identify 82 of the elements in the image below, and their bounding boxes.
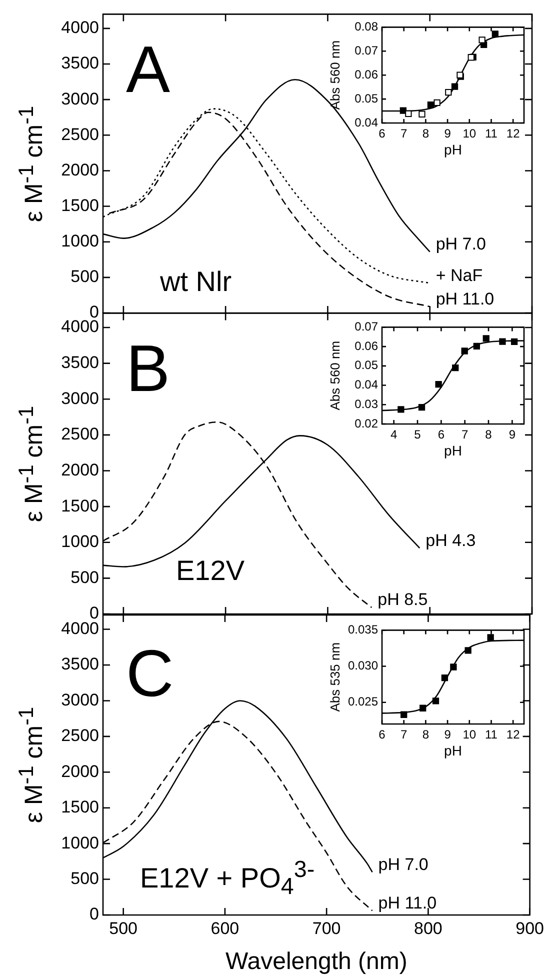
y-tick-label: 0.06 bbox=[354, 67, 378, 82]
y-tick-label: 2500 bbox=[61, 726, 99, 746]
annotation: B bbox=[126, 331, 170, 405]
x-tick-label: 700 bbox=[312, 918, 341, 938]
y-tick-label: 0 bbox=[90, 904, 99, 924]
y-tick-label: 500 bbox=[70, 568, 99, 587]
y-axis-title: Abs 535 nm bbox=[327, 642, 342, 712]
x-tick-label: 900 bbox=[516, 918, 544, 938]
x-axis-title: pH bbox=[444, 742, 462, 758]
y-tick-label: 3000 bbox=[61, 388, 99, 408]
x-tick-label: 8 bbox=[422, 728, 430, 742]
y-tick-label: 2000 bbox=[61, 762, 99, 781]
y-tick-label: 0.08 bbox=[354, 20, 378, 34]
y-tick-label: 3500 bbox=[61, 654, 99, 674]
x-tick-label: 10 bbox=[462, 728, 476, 742]
y-tick-label: 2500 bbox=[61, 424, 99, 444]
y-tick-label: 1500 bbox=[61, 496, 99, 516]
y-axis-title: Abs 560 nm bbox=[327, 340, 342, 410]
x-tick-label: 12 bbox=[506, 126, 520, 141]
x-tick-label: 10 bbox=[462, 126, 476, 141]
x-tick-label: 5 bbox=[414, 428, 422, 442]
y-tick-label: 500 bbox=[70, 868, 99, 888]
x-tick-label: 6 bbox=[438, 428, 445, 442]
series-label: + NaF bbox=[436, 266, 483, 285]
y-tick-label: 0.05 bbox=[354, 358, 378, 372]
series-label: pH 4.3 bbox=[426, 530, 476, 550]
x-tick-label: 7 bbox=[400, 728, 408, 742]
y-tick-label: 1500 bbox=[61, 798, 99, 817]
y-tick-label: 0.06 bbox=[354, 338, 378, 353]
x-tick-label: 9 bbox=[508, 428, 516, 442]
y-tick-label: 0.030 bbox=[348, 658, 378, 673]
legend-label: pH 7.0 bbox=[436, 234, 486, 254]
x-axis-title: pH bbox=[444, 141, 462, 158]
x-tick-label: 8 bbox=[422, 126, 430, 141]
x-axis-title: pH bbox=[444, 442, 462, 458]
x-tick-label: 7 bbox=[400, 126, 408, 141]
annotation: wt Nlr bbox=[160, 266, 232, 297]
y-tick-label: 0.035 bbox=[348, 622, 378, 637]
x-tick-label: 12 bbox=[506, 728, 520, 742]
series-label: pH 7.0 bbox=[378, 854, 428, 874]
y-tick-label: 4000 bbox=[61, 317, 99, 336]
x-tick-label: 11 bbox=[484, 126, 498, 141]
x-tick-label: 7 bbox=[461, 428, 468, 442]
annotation: A bbox=[126, 32, 170, 106]
y-tick-label: 3000 bbox=[61, 690, 99, 710]
y-tick-label: 4000 bbox=[61, 18, 99, 38]
y-tick-label: 3000 bbox=[61, 89, 99, 108]
x-tick-label: 9 bbox=[444, 728, 452, 742]
y-tick-label: 2500 bbox=[61, 124, 99, 144]
y-tick-label: 500 bbox=[70, 267, 99, 286]
x-tick-label: 4 bbox=[390, 428, 398, 442]
y-tick-label: 1000 bbox=[61, 833, 99, 852]
y-tick-label: 0.07 bbox=[354, 43, 378, 58]
x-tick-label: 8 bbox=[485, 428, 492, 442]
y-tick-label: 0.04 bbox=[354, 378, 378, 392]
y-tick-label: 1000 bbox=[61, 532, 99, 552]
x-tick-label: 600 bbox=[210, 918, 240, 938]
series-label: pH 11.0 bbox=[378, 893, 437, 912]
annotation: C bbox=[126, 636, 174, 710]
y-tick-label: 0.07 bbox=[354, 320, 378, 334]
series-label: pH 8.5 bbox=[378, 590, 428, 610]
x-tick-label: 800 bbox=[414, 918, 442, 938]
annotation: E12V bbox=[176, 555, 244, 586]
y-tick-label: 0.04 bbox=[354, 115, 378, 130]
y-tick-label: 3500 bbox=[61, 353, 99, 372]
x-tick-label: 9 bbox=[444, 126, 452, 141]
y-tick-label: 0.02 bbox=[354, 416, 378, 430]
x-tick-label: 500 bbox=[109, 918, 138, 938]
y-tick-label: 1500 bbox=[61, 196, 99, 215]
y-tick-label: 3500 bbox=[61, 54, 99, 73]
y-tick-label: 2000 bbox=[61, 460, 99, 480]
y-tick-label: 2000 bbox=[61, 160, 99, 180]
x-tick-label: 11 bbox=[484, 728, 498, 742]
y-tick-label: 0.03 bbox=[354, 396, 378, 411]
y-axis-title: Abs 560 nm bbox=[327, 40, 342, 110]
x-axis-title: Wavelength (nm) bbox=[225, 948, 408, 976]
x-tick-label: 6 bbox=[378, 126, 386, 141]
series-label: pH 11.0 bbox=[436, 289, 494, 308]
y-tick-label: 1000 bbox=[61, 232, 99, 251]
y-tick-label: 0.05 bbox=[354, 91, 378, 106]
y-tick-label: 0.025 bbox=[348, 694, 378, 709]
x-tick-label: 6 bbox=[378, 728, 386, 742]
